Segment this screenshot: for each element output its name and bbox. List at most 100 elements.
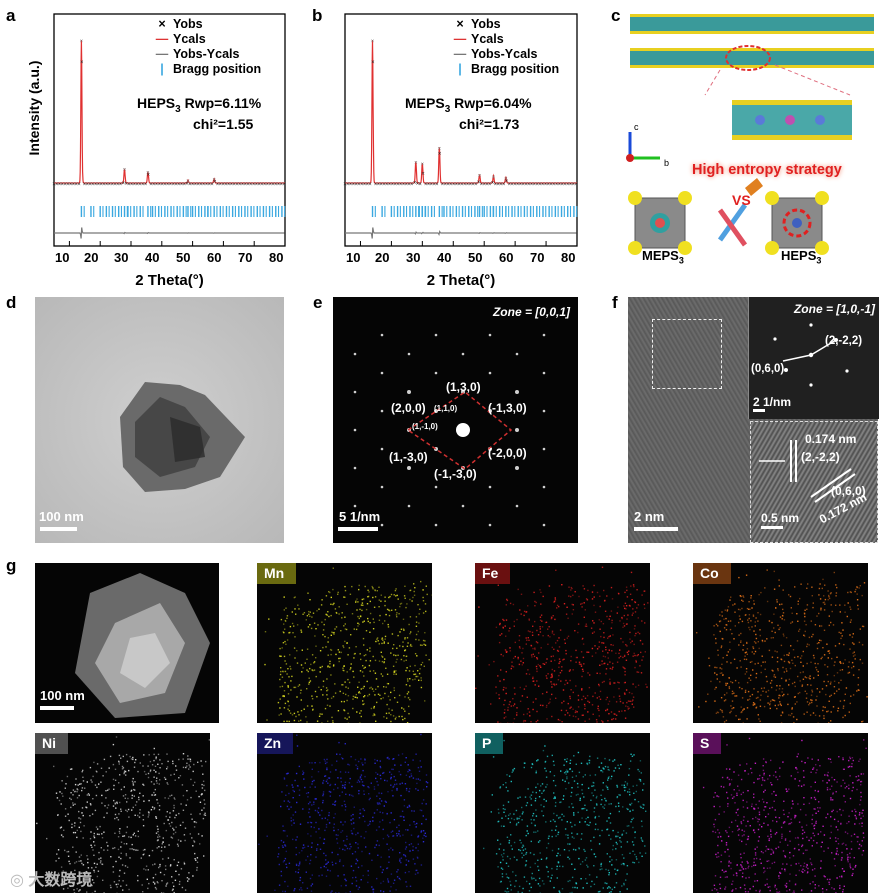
eds-pixel — [502, 618, 504, 621]
eds-pixel — [422, 639, 425, 642]
eds-pixel — [849, 756, 851, 758]
eds-pixel — [596, 876, 598, 878]
eds-pixel — [722, 716, 725, 718]
eds-pixel — [745, 843, 747, 846]
eds-pixel — [159, 767, 161, 769]
eds-pixel — [534, 605, 536, 607]
eds-pixel — [849, 621, 852, 623]
eds-pixel — [585, 623, 587, 625]
eds-pixel — [202, 817, 205, 820]
eds-pixel — [849, 765, 851, 768]
yobs-point: × — [163, 182, 167, 188]
eds-pixel — [842, 716, 844, 719]
eds-pixel — [407, 806, 409, 808]
eds-pixel — [330, 697, 333, 699]
eds-pixel — [300, 710, 303, 712]
eds-pixel — [166, 766, 169, 768]
eds-pixel — [300, 629, 302, 631]
eds-pixel — [400, 861, 402, 864]
eds-pixel — [319, 761, 321, 764]
eds-pixel — [410, 775, 413, 777]
eds-pixel — [836, 586, 838, 589]
eds-pixel — [296, 785, 299, 787]
eds-pixel — [306, 887, 309, 889]
eds-pixel — [552, 760, 555, 763]
eds-dots — [702, 737, 867, 893]
eds-pixel — [408, 790, 410, 793]
eds-pixel — [491, 794, 493, 796]
eds-pixel — [546, 847, 548, 849]
eds-pixel — [418, 639, 420, 641]
eds-pixel — [311, 654, 314, 656]
eds-pixel — [343, 665, 345, 667]
eds-pixel — [827, 599, 829, 601]
eds-pixel — [345, 793, 347, 795]
eds-pixel — [831, 657, 833, 660]
panel-a-xticks: 10 20 30 40 50 60 70 80 — [54, 250, 285, 266]
eds-pixel — [522, 647, 524, 650]
eds-pixel — [757, 840, 760, 842]
eds-pixel — [362, 808, 364, 810]
eds-pixel — [85, 806, 87, 808]
eds-pixel — [153, 776, 155, 778]
eds-pixel — [817, 674, 819, 676]
eds-pixel — [120, 846, 122, 848]
eds-pixel — [754, 621, 756, 623]
eds-pixel — [527, 637, 529, 639]
eds-pixel — [419, 809, 421, 811]
eds-pixel — [385, 613, 387, 616]
eds-pixel — [339, 657, 341, 660]
eds-pixel — [118, 856, 120, 858]
eds-pixel — [521, 695, 524, 697]
eds-pixel — [415, 621, 418, 623]
eds-pixel — [599, 690, 602, 693]
eds-pixel — [404, 637, 406, 639]
eds-pixel — [350, 634, 352, 636]
eds-pixel — [282, 670, 284, 672]
plane-1: (2,-2,2) — [801, 450, 840, 464]
eds-pixel — [572, 604, 574, 606]
eds-pixel — [291, 675, 293, 678]
eds-pixel — [766, 600, 769, 603]
eds-pixel — [283, 800, 285, 802]
eds-pixel — [754, 831, 756, 834]
eds-pixel — [551, 675, 553, 677]
eds-pixel — [602, 655, 605, 657]
eds-pixel — [834, 865, 836, 867]
eds-pixel — [724, 851, 726, 853]
eds-pixel — [512, 698, 514, 700]
eds-pixel — [532, 653, 534, 655]
eds-pixel — [599, 595, 601, 597]
eds-pixel — [525, 851, 528, 854]
eds-pixel — [551, 686, 553, 688]
eds-pixel — [736, 825, 739, 827]
eds-pixel — [363, 703, 365, 705]
yobs-point: × — [549, 182, 553, 188]
eds-pixel — [350, 756, 352, 758]
eds-pixel — [356, 768, 359, 770]
eds-pixel — [316, 810, 319, 812]
eds-pixel — [355, 876, 357, 879]
eds-pixel — [770, 848, 772, 850]
yobs-point: × — [535, 182, 539, 188]
eds-pixel — [798, 821, 801, 823]
eds-pixel — [540, 804, 542, 806]
eds-pixel — [64, 787, 66, 789]
eds-pixel — [783, 619, 786, 621]
fft-zone: Zone = [1,0,-1] — [793, 302, 875, 316]
eds-pixel — [520, 660, 522, 662]
eds-pixel — [560, 770, 562, 772]
eds-pixel — [112, 847, 114, 850]
eds-pixel — [289, 665, 291, 668]
eds-pixel — [750, 620, 752, 622]
eds-pixel — [724, 609, 726, 611]
eds-pixel — [842, 758, 844, 761]
eds-pixel — [416, 782, 418, 785]
eds-pixel — [556, 607, 558, 609]
eds-pixel — [715, 637, 717, 640]
eds-pixel — [817, 790, 819, 793]
eds-pixel — [608, 891, 611, 893]
eds-pixel — [298, 789, 301, 791]
eds-pixel — [813, 677, 815, 679]
eds-pixel — [118, 754, 121, 757]
